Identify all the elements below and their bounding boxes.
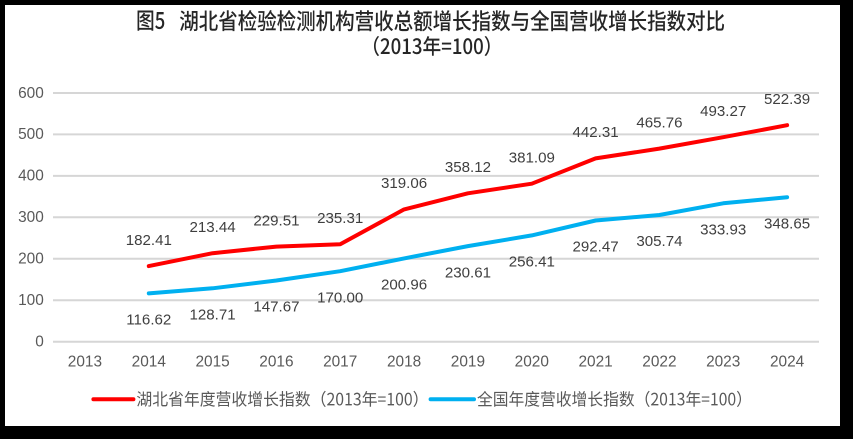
svg-text:256.41: 256.41: [509, 254, 555, 271]
svg-text:2020: 2020: [515, 354, 549, 371]
svg-text:381.09: 381.09: [509, 149, 555, 166]
svg-text:465.76: 465.76: [636, 114, 682, 131]
svg-text:348.65: 348.65: [764, 215, 810, 232]
svg-text:2017: 2017: [323, 354, 357, 371]
svg-text:147.67: 147.67: [253, 299, 299, 316]
svg-text:358.12: 358.12: [445, 159, 491, 176]
svg-text:319.06: 319.06: [381, 175, 427, 192]
svg-text:333.93: 333.93: [700, 222, 746, 239]
svg-text:442.31: 442.31: [573, 124, 619, 141]
svg-text:2016: 2016: [259, 354, 293, 371]
svg-text:170.00: 170.00: [317, 289, 363, 306]
svg-text:2018: 2018: [387, 354, 421, 371]
svg-text:493.27: 493.27: [700, 103, 746, 120]
svg-text:2024: 2024: [770, 354, 805, 371]
svg-text:230.61: 230.61: [445, 264, 491, 281]
svg-text:2019: 2019: [451, 354, 485, 371]
svg-text:400: 400: [18, 168, 44, 185]
svg-text:2022: 2022: [642, 354, 676, 371]
svg-text:2014: 2014: [132, 354, 167, 371]
svg-text:0: 0: [35, 334, 44, 351]
svg-text:128.71: 128.71: [190, 307, 236, 324]
svg-text:200.96: 200.96: [381, 277, 427, 294]
svg-text:2013: 2013: [68, 354, 102, 371]
svg-text:100: 100: [18, 292, 44, 309]
svg-text:116.62: 116.62: [126, 312, 171, 329]
svg-text:300: 300: [18, 209, 44, 226]
svg-text:213.44: 213.44: [190, 219, 236, 236]
svg-text:500: 500: [18, 126, 44, 143]
svg-text:229.51: 229.51: [253, 212, 299, 229]
svg-text:200: 200: [18, 251, 44, 268]
svg-text:2015: 2015: [195, 354, 229, 371]
svg-text:2023: 2023: [706, 354, 740, 371]
svg-text:292.47: 292.47: [573, 239, 619, 256]
svg-text:182.41: 182.41: [126, 232, 172, 249]
svg-text:305.74: 305.74: [636, 233, 682, 250]
svg-text:235.31: 235.31: [317, 210, 363, 227]
svg-text:522.39: 522.39: [764, 91, 810, 108]
svg-text:600: 600: [18, 85, 44, 102]
svg-text:2021: 2021: [578, 354, 612, 371]
